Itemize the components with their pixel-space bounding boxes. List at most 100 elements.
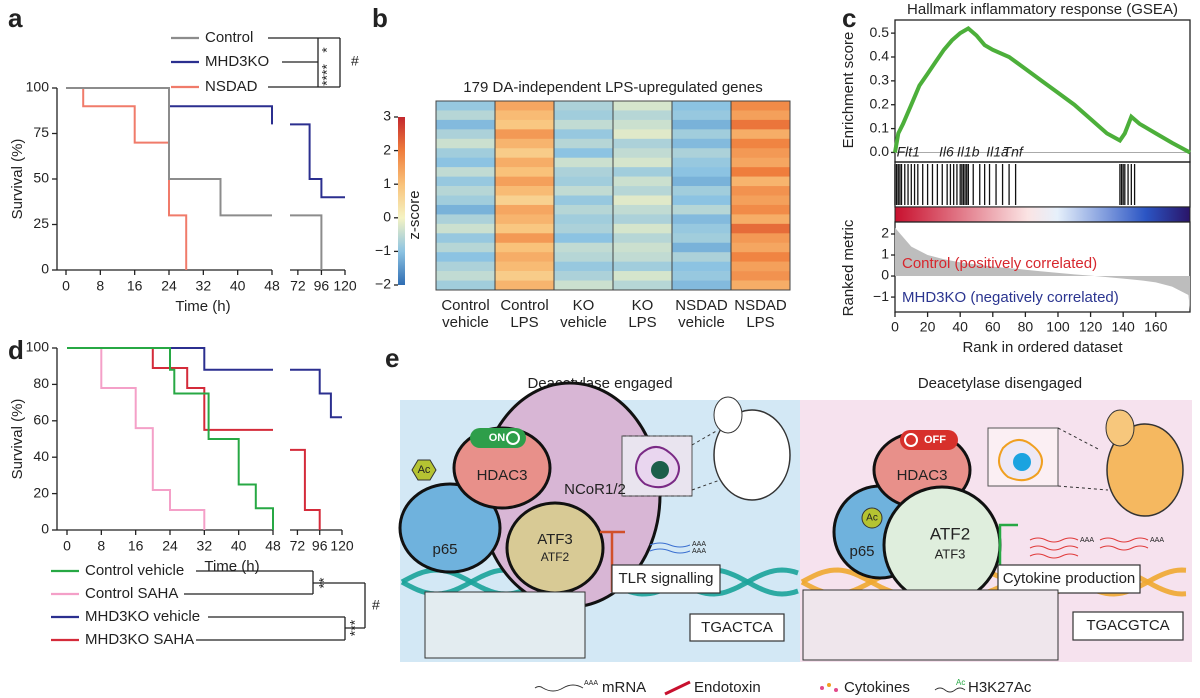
gene-label: Flt1	[897, 144, 920, 160]
y-axis-label: Enrichment score	[840, 32, 857, 149]
heatmap-cell	[436, 214, 496, 225]
heatmap-cell	[613, 157, 673, 168]
y-tick-label: 0.2	[870, 95, 890, 111]
mouse-healthy	[713, 409, 791, 501]
legend-label: mRNA	[602, 679, 646, 696]
heatmap-cell	[554, 157, 614, 168]
enrichment-curve	[893, 25, 1191, 155]
significance-brackets	[184, 570, 366, 641]
x-tick-label: NSDAD vehicle	[675, 297, 728, 331]
protein-label: ATF3	[537, 531, 573, 548]
heatmap-cell	[495, 167, 555, 177]
y-tick-label: 20	[33, 484, 49, 500]
heatmap-cell	[672, 157, 732, 168]
heatmap-cell	[554, 101, 614, 111]
x-tick-label: NSDAD LPS	[734, 297, 787, 331]
heatmap-cell	[495, 157, 555, 168]
p65-protein	[398, 482, 502, 574]
x-tick-label: 120	[330, 538, 354, 554]
plot-frame	[894, 19, 1191, 163]
heatmap-cell	[495, 186, 555, 196]
heatmap-cell	[554, 195, 614, 206]
heatmap-cell	[436, 242, 496, 253]
heatmap-cell	[495, 148, 555, 158]
heatmap-cell	[436, 223, 496, 234]
heatmap-cell	[672, 148, 732, 158]
heatmap-cell	[436, 233, 496, 244]
heatmap-cell	[731, 148, 791, 158]
switch-knob	[506, 431, 520, 445]
colorbar-tick-label: 3	[383, 108, 391, 124]
mouse-ear	[1105, 409, 1135, 447]
y-tick-label: 100	[26, 339, 50, 355]
gene-label: Tnf	[1003, 144, 1025, 160]
heatmap-cell	[672, 223, 732, 234]
panel-label: e	[385, 343, 399, 373]
heatmap-cell	[554, 214, 614, 225]
legend-h3k27ac-icon	[934, 687, 966, 693]
heatmap-cell	[731, 214, 791, 225]
nucleosome-box	[802, 589, 1059, 661]
protein-label: ATF2	[930, 524, 970, 543]
mrna-tail: AAA	[584, 680, 598, 687]
x-tick-label: 0	[891, 319, 899, 335]
heatmap-cell	[495, 252, 555, 262]
x-tick-label: Control LPS	[500, 297, 549, 331]
heatmap-cell	[436, 119, 496, 130]
atf-protein	[505, 501, 605, 595]
heatmap-cell	[731, 129, 791, 140]
colorbar-tick-label: 0	[383, 209, 391, 225]
y-axis-label: Survival (%)	[9, 399, 26, 480]
x-tick-label: 32	[196, 278, 212, 294]
heatmap-cell	[672, 129, 732, 140]
y-tick-label: 80	[33, 375, 49, 391]
heatmap-cell	[436, 261, 496, 272]
heatmap-cell	[436, 138, 496, 149]
heatmap-cell	[554, 110, 614, 121]
y-tick-label: 0.1	[870, 119, 890, 135]
heatmap-cell	[672, 252, 732, 262]
heatmap-cell	[731, 280, 791, 291]
heatmap-cell	[731, 242, 791, 253]
heatmap-cell	[554, 129, 614, 140]
heatmap-cell	[731, 195, 791, 206]
panel-label: b	[372, 3, 388, 33]
rank-colorbar	[894, 206, 1191, 223]
heatmap-cell	[495, 101, 555, 111]
colorbar-tick-label: 2	[383, 141, 391, 157]
y-tick-label: 0.3	[870, 72, 890, 88]
x-tick-label: 72	[290, 278, 306, 294]
heatmap-cell	[613, 233, 673, 244]
switch-knob	[904, 433, 918, 447]
mouse-ear	[713, 396, 743, 434]
heatmap-cell	[672, 101, 732, 111]
survival-curve	[66, 87, 323, 270]
colorbar-label: z-score	[406, 190, 423, 239]
heatmap-cell	[613, 271, 673, 281]
heatmap-cell	[554, 271, 614, 281]
heatmap-cell	[613, 110, 673, 121]
histone-mark: Ac	[956, 678, 965, 687]
heatmap-cell	[613, 148, 673, 158]
survival-curve	[67, 347, 321, 530]
x-tick-label: 8	[97, 538, 105, 554]
heatmap-cell	[554, 233, 614, 244]
motif-box	[1072, 611, 1184, 641]
legend-label: Control	[205, 29, 253, 46]
significance: #	[372, 597, 380, 613]
heatmap-cell	[495, 176, 555, 187]
protein-label: ATF3	[935, 546, 966, 561]
heatmap-cell	[436, 195, 496, 206]
x-tick-label: KO vehicle	[560, 297, 607, 331]
colorbar-tick-label: −2	[375, 276, 391, 292]
protein-label: p65	[849, 543, 874, 560]
metric-annotation: Control (positively correlated)	[902, 255, 1097, 272]
heatmap-cell	[554, 261, 614, 272]
nucleosome-box	[424, 591, 586, 659]
heatmap-cell	[672, 214, 732, 225]
x-tick-label: 16	[128, 538, 144, 554]
x-tick-label: 24	[162, 538, 178, 554]
protein-label: p65	[432, 541, 457, 558]
switch-label: OFF	[924, 434, 946, 446]
